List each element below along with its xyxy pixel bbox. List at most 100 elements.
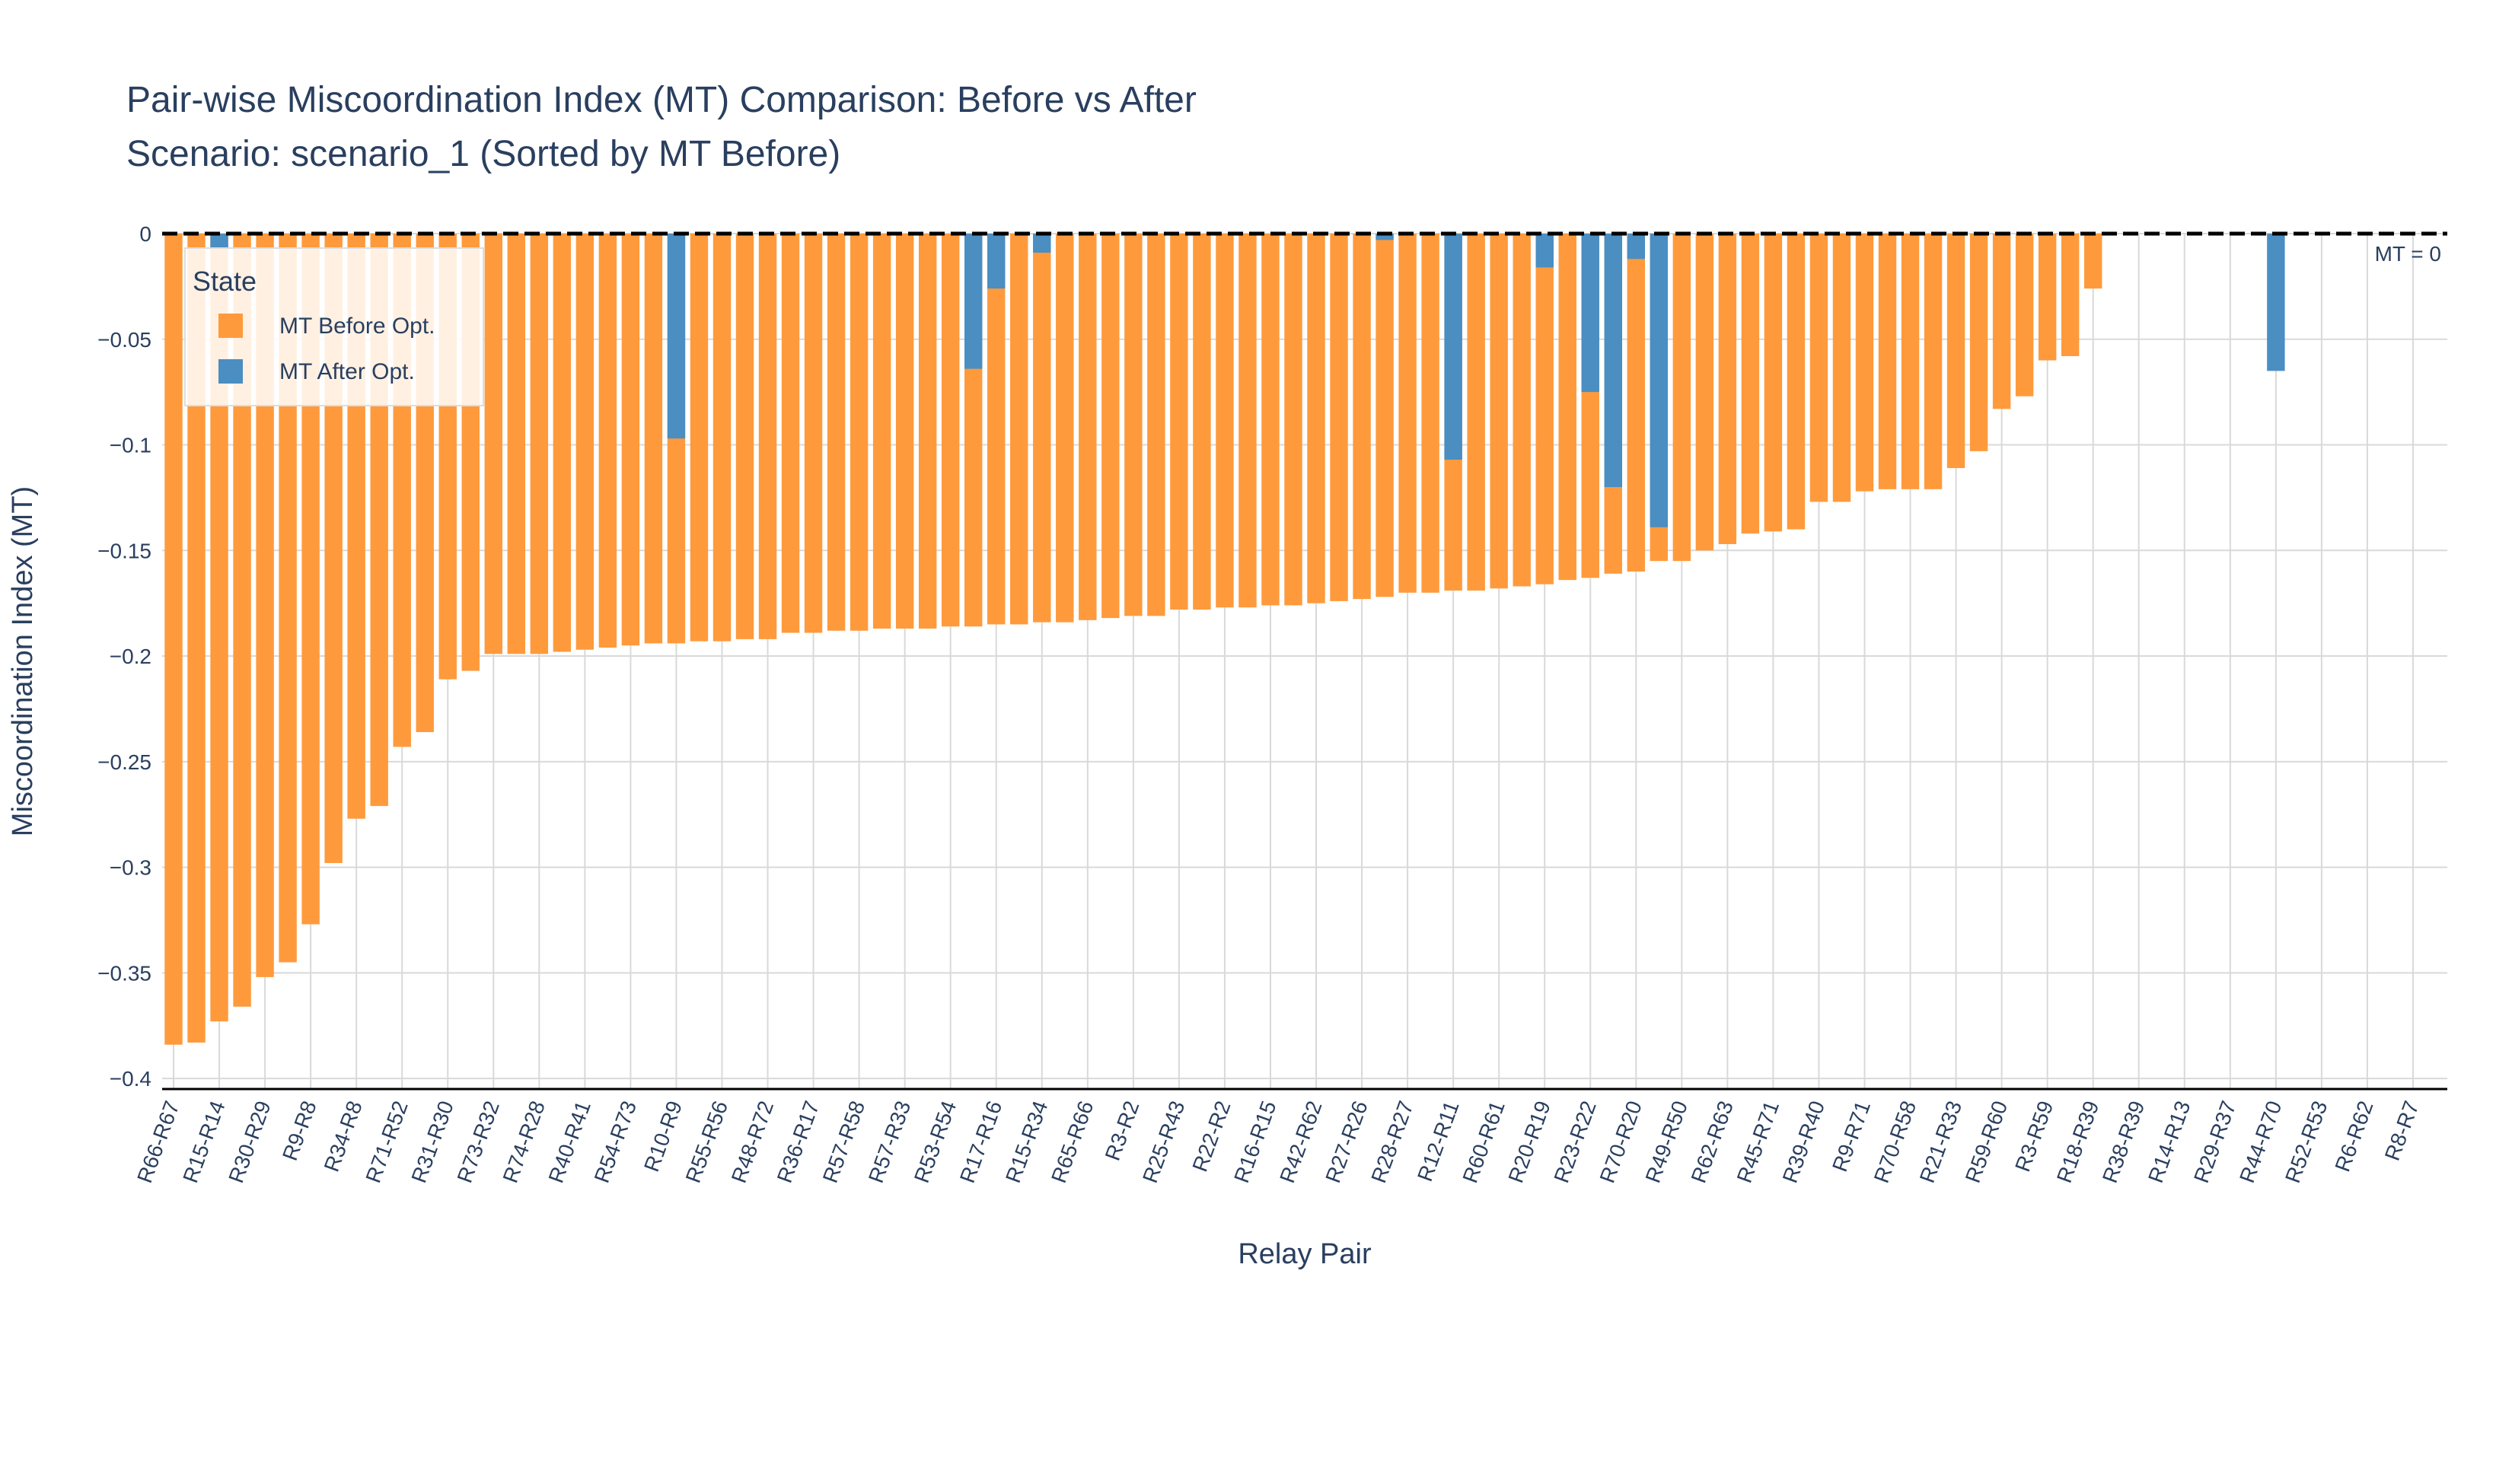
bar [1535,234,1554,584]
y-tick-label: −0.05 [97,328,151,352]
bar [598,234,617,648]
legend-swatch [218,314,243,338]
y-tick-label: −0.35 [97,961,151,985]
bar [1672,234,1691,562]
bar [1650,234,1669,527]
legend-title: State [193,266,257,297]
bar [553,234,572,652]
bar [1878,234,1897,489]
bar [1969,234,1988,451]
bar [1376,234,1394,240]
bar [781,234,800,633]
bar [2038,234,2057,361]
bar [987,234,1006,625]
bar [2267,234,2285,371]
bar [987,234,1006,289]
bar [918,234,937,629]
bar [575,234,595,650]
bar [1558,234,1576,581]
bar [1604,234,1622,488]
bar [1901,234,1920,489]
bar [1284,234,1302,606]
bar [941,234,960,627]
bar [1444,234,1462,460]
bar [530,234,549,654]
bar [1490,234,1508,589]
bar [850,234,869,631]
bar [1809,234,1828,502]
y-tick-label: −0.25 [97,750,151,774]
bar [1193,234,1211,610]
bar [895,234,914,629]
bar [1467,234,1485,591]
y-axis-title: Miscoordination Index (MT) [7,486,39,836]
bar [1033,234,1051,253]
bar [872,234,891,629]
bar [2083,234,2102,289]
bar [712,234,732,642]
bar [804,234,823,633]
bar [1992,234,2011,409]
x-axis-title: Relay Pair [1238,1238,1372,1270]
bar [1741,234,1760,534]
bar [1010,234,1028,625]
bar [2061,234,2080,356]
bar [210,234,228,249]
bar [1832,234,1851,502]
bar [187,234,206,1043]
bar [1695,234,1714,551]
bar [621,234,640,646]
bar [2015,234,2034,396]
legend-label: MT Before Opt. [279,314,435,339]
bar [484,234,502,654]
bar [256,234,274,977]
bar [1421,234,1439,593]
bar [1513,234,1531,587]
bar [690,234,709,642]
bar [1946,234,1965,469]
bar [735,234,754,639]
bar [1924,234,1943,489]
y-tick-label: 0 [139,222,151,246]
bar [233,234,251,1007]
bar [1307,234,1325,603]
bar [279,234,297,963]
bar [667,234,686,439]
bar [964,234,983,369]
bar [1033,234,1051,623]
bar [1627,234,1645,572]
y-tick-label: −0.1 [110,434,151,457]
bar [1330,234,1348,601]
bar [1764,234,1783,532]
y-tick-label: −0.3 [110,856,151,880]
bar [1238,234,1257,608]
chart-subtitle: Scenario: scenario_1 (Sorted by MT Befor… [126,134,840,174]
bar [1398,234,1417,593]
bar [1124,234,1143,616]
bar [507,234,526,654]
bar [1147,234,1165,616]
bar [1855,234,1874,492]
y-tick-label: −0.4 [110,1067,151,1091]
chart-title: Pair-wise Miscoordination Index (MT) Com… [126,80,1197,120]
y-tick-label: −0.2 [110,645,151,668]
bar [1718,234,1737,544]
reference-label: MT = 0 [2375,242,2441,266]
bar [1216,234,1234,608]
legend-label: MT After Opt. [279,359,415,384]
bar [1056,234,1074,623]
bar [1101,234,1120,619]
legend-swatch [218,359,243,384]
bar [1079,234,1097,620]
bar [1353,234,1371,600]
bar [1261,234,1280,606]
bar [1581,234,1599,393]
bar [644,234,663,644]
y-tick-label: −0.15 [97,539,151,562]
bar [1627,234,1645,260]
bar [1170,234,1188,610]
bar [1535,234,1554,268]
bar [164,234,183,1045]
